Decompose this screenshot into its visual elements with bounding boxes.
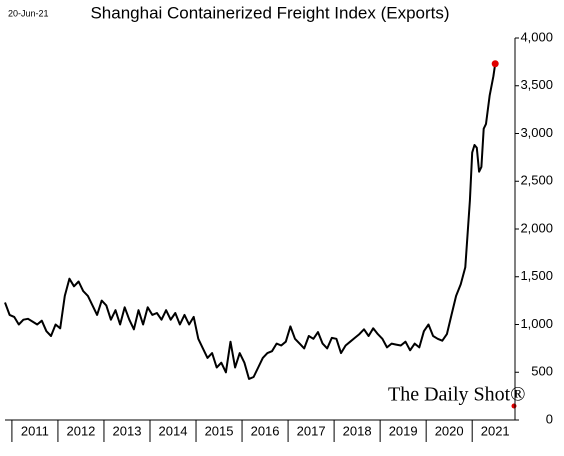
- y-tick-label: 2,000: [520, 220, 553, 235]
- y-tick-label: 3,000: [520, 125, 553, 140]
- x-tick-label: 2019: [389, 423, 418, 438]
- watermark-dot: [511, 403, 517, 409]
- x-tick-label: 2017: [297, 423, 326, 438]
- y-tick-label: 0: [546, 411, 553, 426]
- watermark: The Daily Shot®: [388, 384, 525, 406]
- x-tick-label: 2011: [21, 423, 49, 438]
- x-tick-label: 2014: [159, 423, 188, 438]
- chart-title: Shanghai Containerized Freight Index (Ex…: [90, 3, 449, 22]
- y-tick-label: 1,500: [520, 268, 553, 283]
- x-tick-label: 2015: [205, 423, 234, 438]
- x-tick-label: 2018: [343, 423, 372, 438]
- x-tick-label: 2013: [113, 423, 142, 438]
- y-tick-label: 3,500: [520, 77, 553, 92]
- line-series: [4, 63, 497, 380]
- last-point: [491, 60, 499, 68]
- y-tick-label: 1,000: [520, 316, 553, 331]
- y-tick-label: 2,500: [520, 173, 553, 188]
- y-tick-label: 4,000: [520, 29, 553, 44]
- y-tick-label: 500: [531, 364, 553, 379]
- x-tick-label: 2020: [435, 423, 464, 438]
- x-tick-label: 2012: [66, 423, 95, 438]
- date-label: 20-Jun-21: [8, 8, 49, 18]
- x-tick-label: 2021: [481, 423, 510, 438]
- x-tick-label: 2016: [251, 423, 280, 438]
